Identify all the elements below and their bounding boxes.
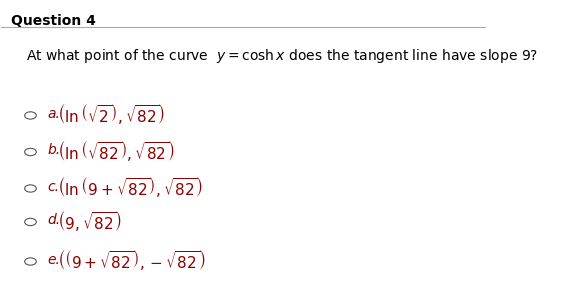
Text: At what point of the curve  $y = \cosh x$ does the tangent line have slope 9?: At what point of the curve $y = \cosh x$…	[26, 47, 538, 65]
Text: $\left(\left(9+\sqrt{82}\right), -\sqrt{82}\right)$: $\left(\left(9+\sqrt{82}\right), -\sqrt{…	[57, 247, 206, 273]
Text: $\left(\ln\left(9+\sqrt{82}\right), \sqrt{82}\right)$: $\left(\ln\left(9+\sqrt{82}\right), \sqr…	[57, 174, 203, 200]
Text: b.: b.	[47, 143, 60, 157]
Text: e.: e.	[47, 253, 60, 267]
Text: $\left(\ln\left(\sqrt{82}\right), \sqrt{82}\right)$: $\left(\ln\left(\sqrt{82}\right), \sqrt{…	[57, 138, 175, 163]
Text: Question 4: Question 4	[11, 14, 96, 28]
Text: $\left(\ln\left(\sqrt{2}\right), \sqrt{82}\right)$: $\left(\ln\left(\sqrt{2}\right), \sqrt{8…	[57, 101, 165, 126]
Text: d.: d.	[47, 213, 60, 227]
Text: c.: c.	[47, 180, 59, 194]
Text: a.: a.	[47, 107, 60, 121]
Text: $\left(9, \sqrt{82}\right)$: $\left(9, \sqrt{82}\right)$	[57, 208, 122, 233]
